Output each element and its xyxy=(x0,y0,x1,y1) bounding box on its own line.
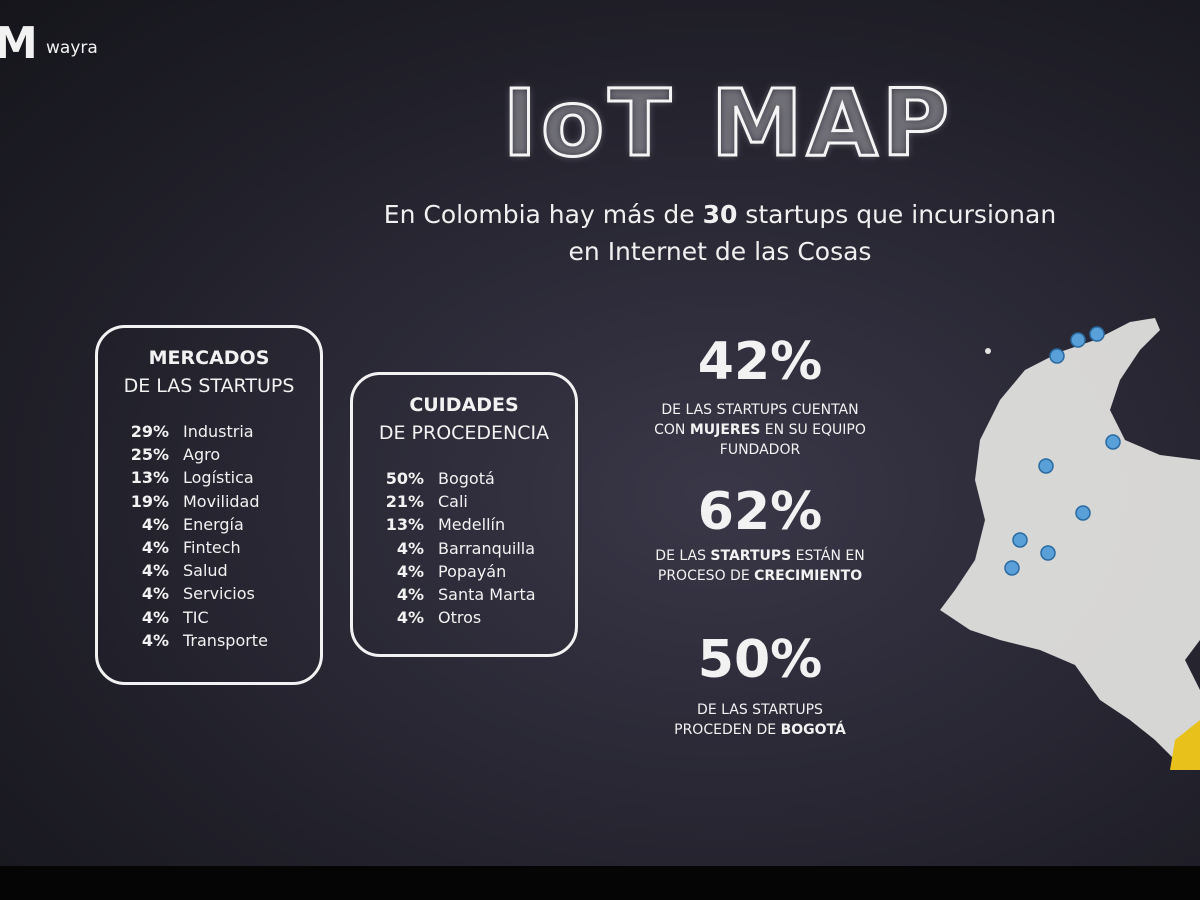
item-label: Bogotá xyxy=(438,469,495,488)
item-label: Cali xyxy=(438,492,468,512)
item-label: Popayán xyxy=(438,561,507,581)
pin xyxy=(1004,560,1020,576)
map-pins xyxy=(1004,326,1121,576)
item-percent: 19% xyxy=(130,491,169,511)
stat-description: PROCESO DE CRECIMIENTO xyxy=(610,568,910,584)
edge-letter: E xyxy=(1180,730,1200,776)
text-segment: FUNDADOR xyxy=(719,442,801,458)
text-segment: DE LAS STARTUPS xyxy=(697,702,823,718)
item-percent: 4% xyxy=(141,584,169,604)
text-segment: PROCESO DE xyxy=(657,568,755,584)
item-percent: 4% xyxy=(141,607,169,627)
text-segment: En Colombia hay más de xyxy=(383,200,703,229)
text-segment: CON xyxy=(654,422,690,438)
item-percent: 4% xyxy=(396,538,424,558)
colombia-map xyxy=(940,318,1200,770)
item-label: Energía xyxy=(183,514,244,534)
item-label: Movilidad xyxy=(183,491,260,511)
pin xyxy=(1049,348,1065,364)
item-label: TIC xyxy=(183,607,209,627)
item-label: Agro xyxy=(183,445,221,465)
text-segment: MUJERES xyxy=(689,422,761,438)
stat-description: CON MUJERES EN SU EQUIPO xyxy=(610,422,910,438)
item-percent: 29% xyxy=(130,422,169,441)
text-segment: DE LAS xyxy=(655,548,711,564)
item-label: Logística xyxy=(183,468,254,488)
item-percent: 50% xyxy=(385,469,424,488)
stat-description: DE LAS STARTUPS xyxy=(610,702,910,718)
item-label: Otros xyxy=(438,608,482,628)
text-segment: PROCEDEN DE xyxy=(674,722,781,738)
stat-value: 50% xyxy=(697,630,823,690)
title: IoT MAP xyxy=(501,69,954,179)
text-segment: en Internet de las Cosas xyxy=(568,237,872,266)
pin xyxy=(1070,332,1086,348)
logo-name: wayra xyxy=(46,38,98,58)
item-percent: 25% xyxy=(130,445,169,465)
box-title: MERCADOS xyxy=(148,347,270,369)
text-segment: ESTÁN EN xyxy=(791,548,865,564)
stat-description: DE LAS STARTUPS ESTÁN EN xyxy=(610,548,910,564)
box-frame xyxy=(95,325,323,685)
item-label: Servicios xyxy=(183,584,255,604)
box-subtitle: DE PROCEDENCIA xyxy=(378,422,550,444)
item-percent: 13% xyxy=(130,468,169,488)
item-label: Fintech xyxy=(183,538,241,557)
screen-bezel xyxy=(0,866,1200,900)
subtitle-line: en Internet de las Cosas xyxy=(0,237,1200,266)
logo-mark: M xyxy=(0,18,38,69)
stat-description: PROCEDEN DE BOGOTÁ xyxy=(610,722,910,738)
stat-value: 42% xyxy=(697,332,823,392)
pin xyxy=(1012,532,1028,548)
item-label: Barranquilla xyxy=(438,538,536,558)
item-percent: 21% xyxy=(385,492,424,512)
box-title: CUIDADES xyxy=(409,394,519,416)
item-percent: 13% xyxy=(385,515,424,535)
item-percent: 4% xyxy=(396,608,424,628)
item-percent: 4% xyxy=(141,561,169,581)
text-segment: CRECIMIENTO xyxy=(754,568,863,584)
text-segment: STARTUPS xyxy=(710,548,792,564)
item-percent: 4% xyxy=(396,585,424,604)
text-segment: EN SU EQUIPO xyxy=(760,422,866,438)
item-label: Salud xyxy=(183,561,228,581)
box-frame xyxy=(350,372,578,657)
item-percent: 4% xyxy=(141,630,169,650)
pin xyxy=(1075,505,1091,521)
text-segment: DE LAS STARTUPS CUENTAN xyxy=(661,402,859,418)
text-segment: startups que incursionan xyxy=(737,200,1057,229)
subtitle-line: En Colombia hay más de 30 startups que i… xyxy=(0,200,1200,229)
stat-value: 62% xyxy=(697,482,823,542)
pin xyxy=(1105,434,1121,450)
box-subtitle: DE LAS STARTUPS xyxy=(123,375,295,397)
item-label: Transporte xyxy=(183,630,268,650)
item-label: Santa Marta xyxy=(438,585,536,604)
stat-description: DE LAS STARTUPS CUENTAN xyxy=(610,402,910,418)
island xyxy=(985,348,991,354)
stat-description: FUNDADOR xyxy=(610,442,910,458)
text-segment: BOGOTÁ xyxy=(780,722,846,738)
pin xyxy=(1089,326,1105,342)
item-percent: 4% xyxy=(396,561,424,581)
text-segment: 30 xyxy=(702,200,738,229)
pin xyxy=(1038,458,1054,474)
map-tail xyxy=(1170,720,1200,770)
item-label: Medellín xyxy=(438,515,506,535)
pin xyxy=(1040,545,1056,561)
item-label: Industria xyxy=(183,422,254,441)
item-percent: 4% xyxy=(141,514,169,534)
item-percent: 4% xyxy=(141,538,169,557)
